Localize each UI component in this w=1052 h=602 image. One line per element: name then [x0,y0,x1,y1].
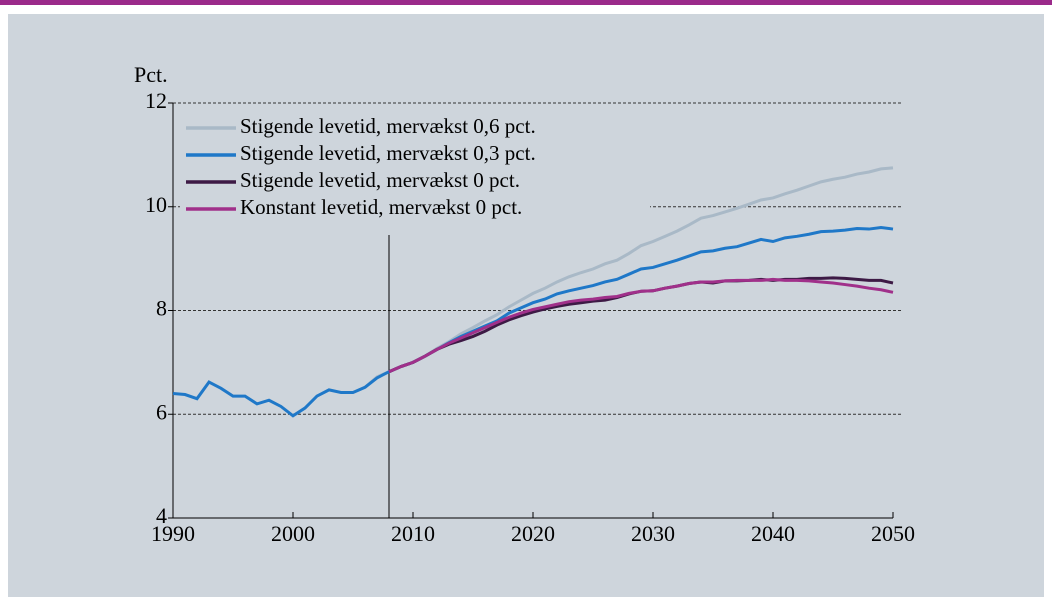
y-tick-label: 6 [156,399,167,424]
y-tick-label: 12 [145,88,167,113]
x-tick-label: 2050 [871,521,915,546]
legend-label: Konstant levetid, mervækst 0 pct. [240,195,522,219]
y-tick-label: 10 [145,192,167,217]
series-line [388,277,894,374]
legend-label: Stigende levetid, mervækst 0 pct. [240,168,520,192]
top-bar [0,0,1052,5]
x-tick-label: 2030 [631,521,675,546]
x-tick-label: 2000 [271,521,315,546]
x-tick-label: 2010 [391,521,435,546]
y-axis-label: Pct. [134,62,168,87]
series-line [172,225,894,418]
x-tick-label: 2020 [511,521,555,546]
x-tick-label: 1990 [151,521,195,546]
legend-label: Stigende levetid, mervækst 0,6 pct. [240,114,536,138]
legend-label: Stigende levetid, mervækst 0,3 pct. [240,141,536,165]
legend-box [180,114,650,232]
y-tick-label: 8 [156,296,167,321]
x-tick-label: 2040 [751,521,795,546]
y-tick-label: 4 [156,503,167,528]
